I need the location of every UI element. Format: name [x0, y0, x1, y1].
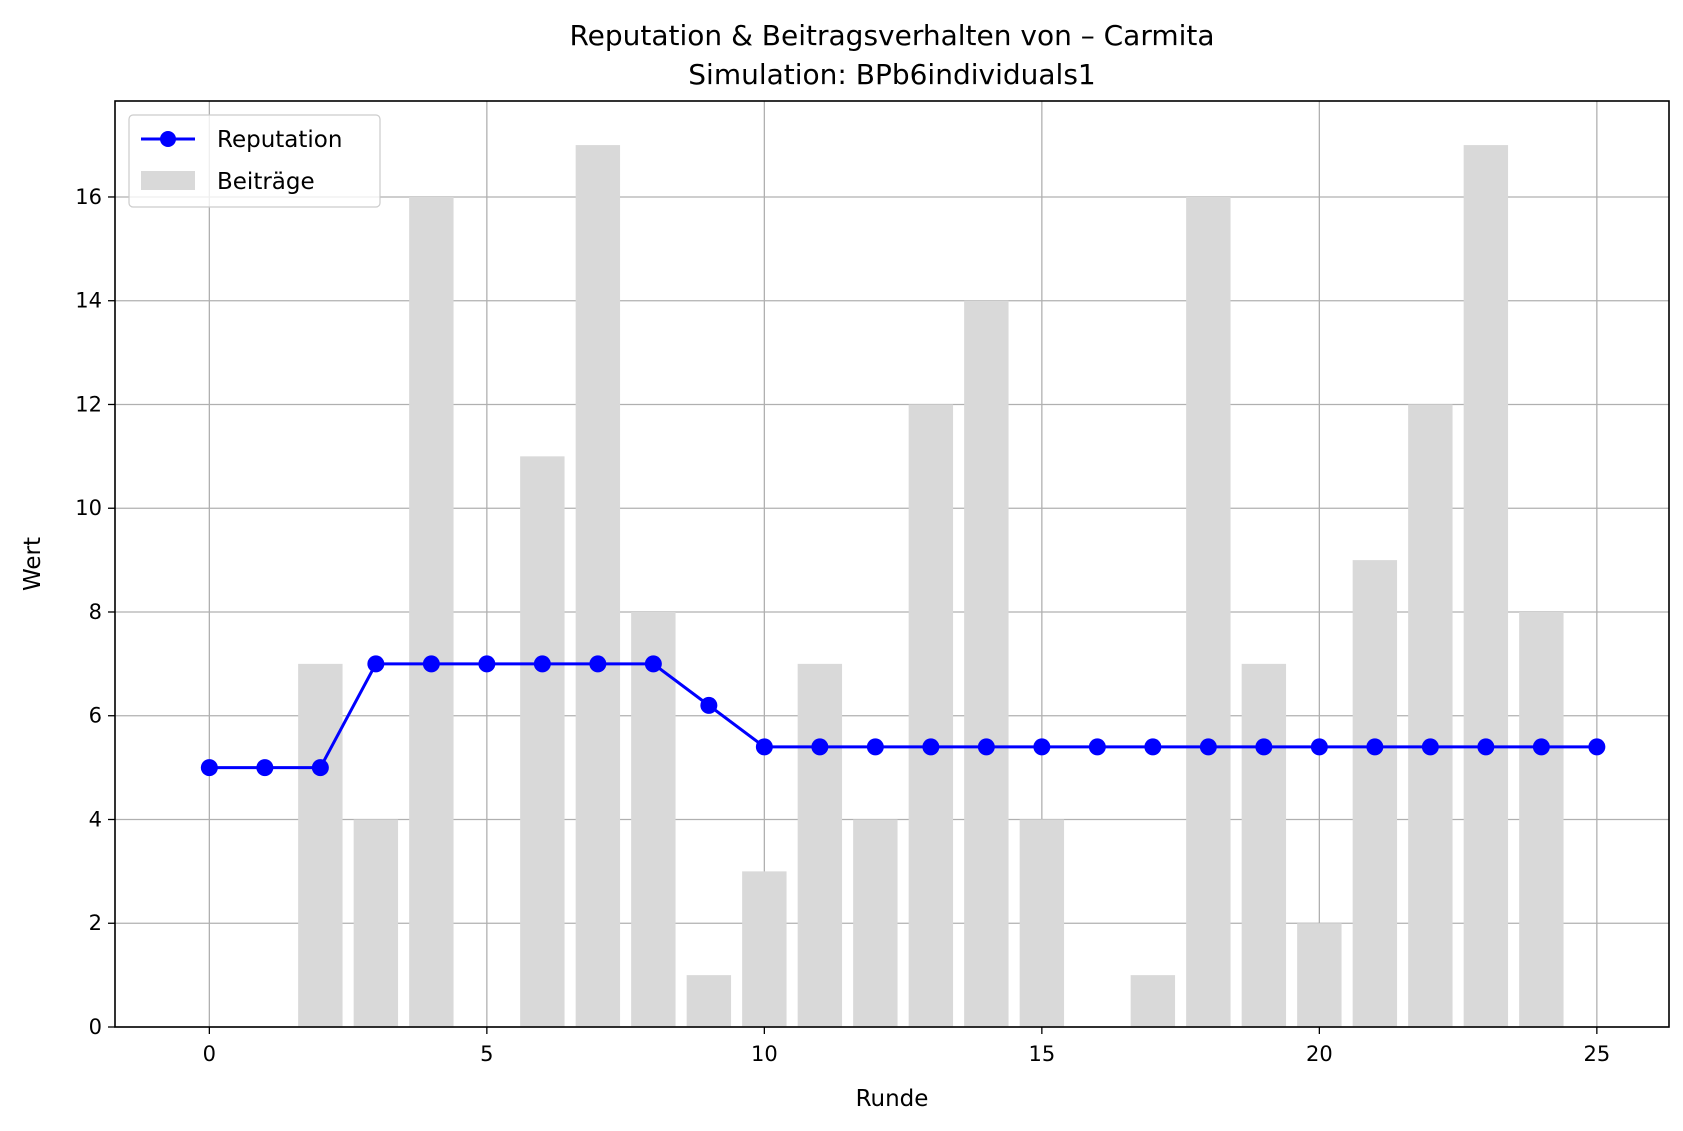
data-point: [1144, 738, 1162, 756]
y-axis-label: Wert: [20, 537, 46, 591]
x-tick-label: 20: [1306, 1042, 1333, 1066]
bar: [631, 611, 676, 1027]
data-point: [478, 655, 496, 673]
bar: [1352, 560, 1398, 1027]
y-tick-label: 4: [89, 807, 102, 831]
bar: [1186, 196, 1231, 1027]
data-point: [422, 655, 440, 673]
y-tick-label: 16: [75, 185, 102, 209]
plot-frame: [114, 100, 1670, 1028]
legend-entry-beitraege: Beiträge: [217, 169, 315, 195]
bar: [797, 663, 843, 1027]
y-tick-label: 6: [89, 704, 102, 728]
data-point: [533, 655, 551, 673]
data-point: [1255, 738, 1273, 756]
data-point: [922, 738, 940, 756]
x-tick-label: 5: [480, 1042, 493, 1066]
bar: [1463, 145, 1509, 1028]
data-point: [1421, 738, 1439, 756]
data-point: [866, 738, 884, 756]
data-point: [200, 759, 218, 777]
reputation-line: [209, 662, 1597, 770]
data-point: [589, 655, 607, 673]
data-point: [977, 738, 995, 756]
bar: [964, 300, 1009, 1028]
bar: [908, 404, 954, 1027]
bar: [1130, 975, 1176, 1027]
legend-entry-reputation: Reputation: [217, 127, 342, 153]
bar: [853, 819, 898, 1027]
data-point: [256, 759, 274, 777]
data-point: [1088, 738, 1106, 756]
data-point: [1532, 738, 1550, 756]
data-point: [1366, 738, 1384, 756]
bar: [1297, 923, 1342, 1027]
bar: [353, 819, 399, 1027]
legend-marker-swatch: [160, 131, 176, 147]
x-tick-label: 10: [751, 1042, 778, 1066]
data-point: [644, 655, 662, 673]
legend-bar-swatch: [141, 171, 195, 190]
bar-series-beitraege: [298, 145, 1564, 1028]
data-point: [811, 738, 829, 756]
data-point: [1477, 738, 1495, 756]
bar: [1019, 819, 1065, 1027]
data-point: [700, 696, 718, 714]
line-series-reputation: [200, 655, 1606, 777]
chart-title: Reputation & Beitragsverhalten von – Car…: [569, 19, 1214, 52]
bar: [686, 975, 732, 1027]
x-tick-label: 25: [1583, 1042, 1610, 1066]
bar: [1408, 404, 1453, 1027]
x-tick-label: 15: [1028, 1042, 1055, 1066]
bar: [409, 196, 454, 1027]
data-point: [755, 738, 773, 756]
x-axis-ticks: 0 5 10 15 20 25: [203, 1027, 1610, 1066]
y-tick-label: 0: [89, 1015, 102, 1039]
data-point: [1310, 738, 1328, 756]
data-point: [1588, 738, 1606, 756]
chart-subtitle: Simulation: BPb6individuals1: [688, 58, 1095, 91]
y-tick-label: 14: [75, 289, 102, 313]
y-tick-label: 2: [89, 911, 102, 935]
y-axis-ticks: 0 2 4 6 8 10 12 14 16: [75, 185, 115, 1039]
bar: [575, 145, 621, 1028]
x-tick-label: 0: [203, 1042, 216, 1066]
y-tick-label: 8: [89, 600, 102, 624]
bar: [1241, 663, 1287, 1027]
bar: [520, 456, 565, 1028]
bar: [742, 871, 787, 1027]
bar: [1519, 611, 1564, 1027]
bar: [298, 663, 343, 1027]
y-tick-label: 10: [75, 496, 102, 520]
y-tick-label: 12: [75, 392, 102, 416]
data-point: [367, 655, 385, 673]
data-point: [311, 759, 329, 777]
legend: Reputation Beiträge: [128, 114, 381, 208]
data-point: [1033, 738, 1051, 756]
x-axis-label: Runde: [856, 1086, 929, 1112]
data-point: [1199, 738, 1217, 756]
